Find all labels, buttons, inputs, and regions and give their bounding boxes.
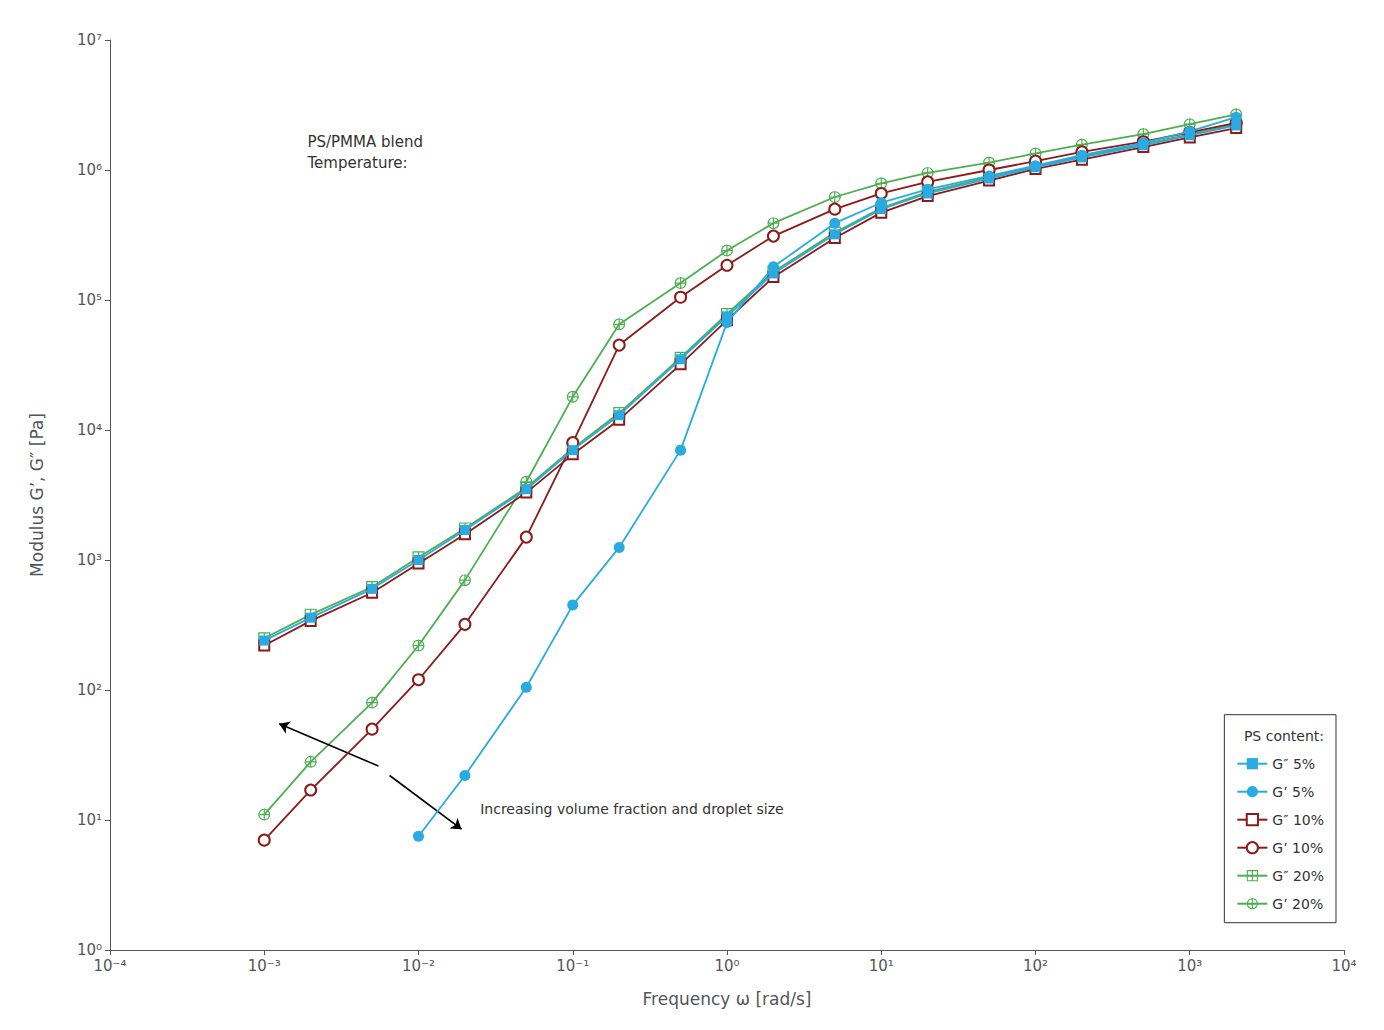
svg-text:Modulus G’, G″ [Pa]: Modulus G’, G″ [Pa] (27, 413, 47, 577)
svg-text:10⁴: 10⁴ (77, 421, 102, 439)
svg-text:10⁶: 10⁶ (77, 161, 102, 179)
svg-text:10⁻⁴: 10⁻⁴ (93, 957, 126, 975)
svg-text:10¹: 10¹ (869, 957, 894, 975)
svg-text:10⁷: 10⁷ (77, 31, 102, 49)
svg-text:10⁻³: 10⁻³ (248, 957, 281, 975)
svg-text:G″ 20%: G″ 20% (1272, 868, 1324, 884)
svg-text:10²: 10² (1023, 957, 1048, 975)
svg-text:G’ 5%: G’ 5% (1272, 784, 1314, 800)
svg-text:10⁵: 10⁵ (77, 291, 102, 309)
svg-text:Frequency ω [rad/s]: Frequency ω [rad/s] (643, 989, 812, 1009)
svg-text:10⁰: 10⁰ (76, 941, 102, 959)
svg-text:G’ 20%: G’ 20% (1272, 896, 1323, 912)
svg-text:PS/PMMA blend: PS/PMMA blend (307, 133, 423, 151)
svg-text:G’ 10%: G’ 10% (1272, 840, 1323, 856)
svg-text:G″ 5%: G″ 5% (1272, 756, 1315, 772)
svg-text:10²: 10² (77, 681, 102, 699)
svg-text:10³: 10³ (1177, 957, 1202, 975)
svg-text:10¹: 10¹ (77, 811, 102, 829)
svg-text:PS content:: PS content: (1244, 728, 1324, 744)
svg-text:Temperature:: Temperature: (306, 154, 407, 172)
svg-text:G″ 10%: G″ 10% (1272, 812, 1324, 828)
svg-text:10³: 10³ (77, 551, 102, 569)
svg-text:Increasing volume fraction and: Increasing volume fraction and droplet s… (480, 801, 783, 817)
svg-text:10⁰: 10⁰ (714, 957, 739, 975)
svg-text:10⁴: 10⁴ (1331, 957, 1356, 975)
svg-text:10⁻¹: 10⁻¹ (556, 957, 589, 975)
svg-text:10⁻²: 10⁻² (402, 957, 435, 975)
